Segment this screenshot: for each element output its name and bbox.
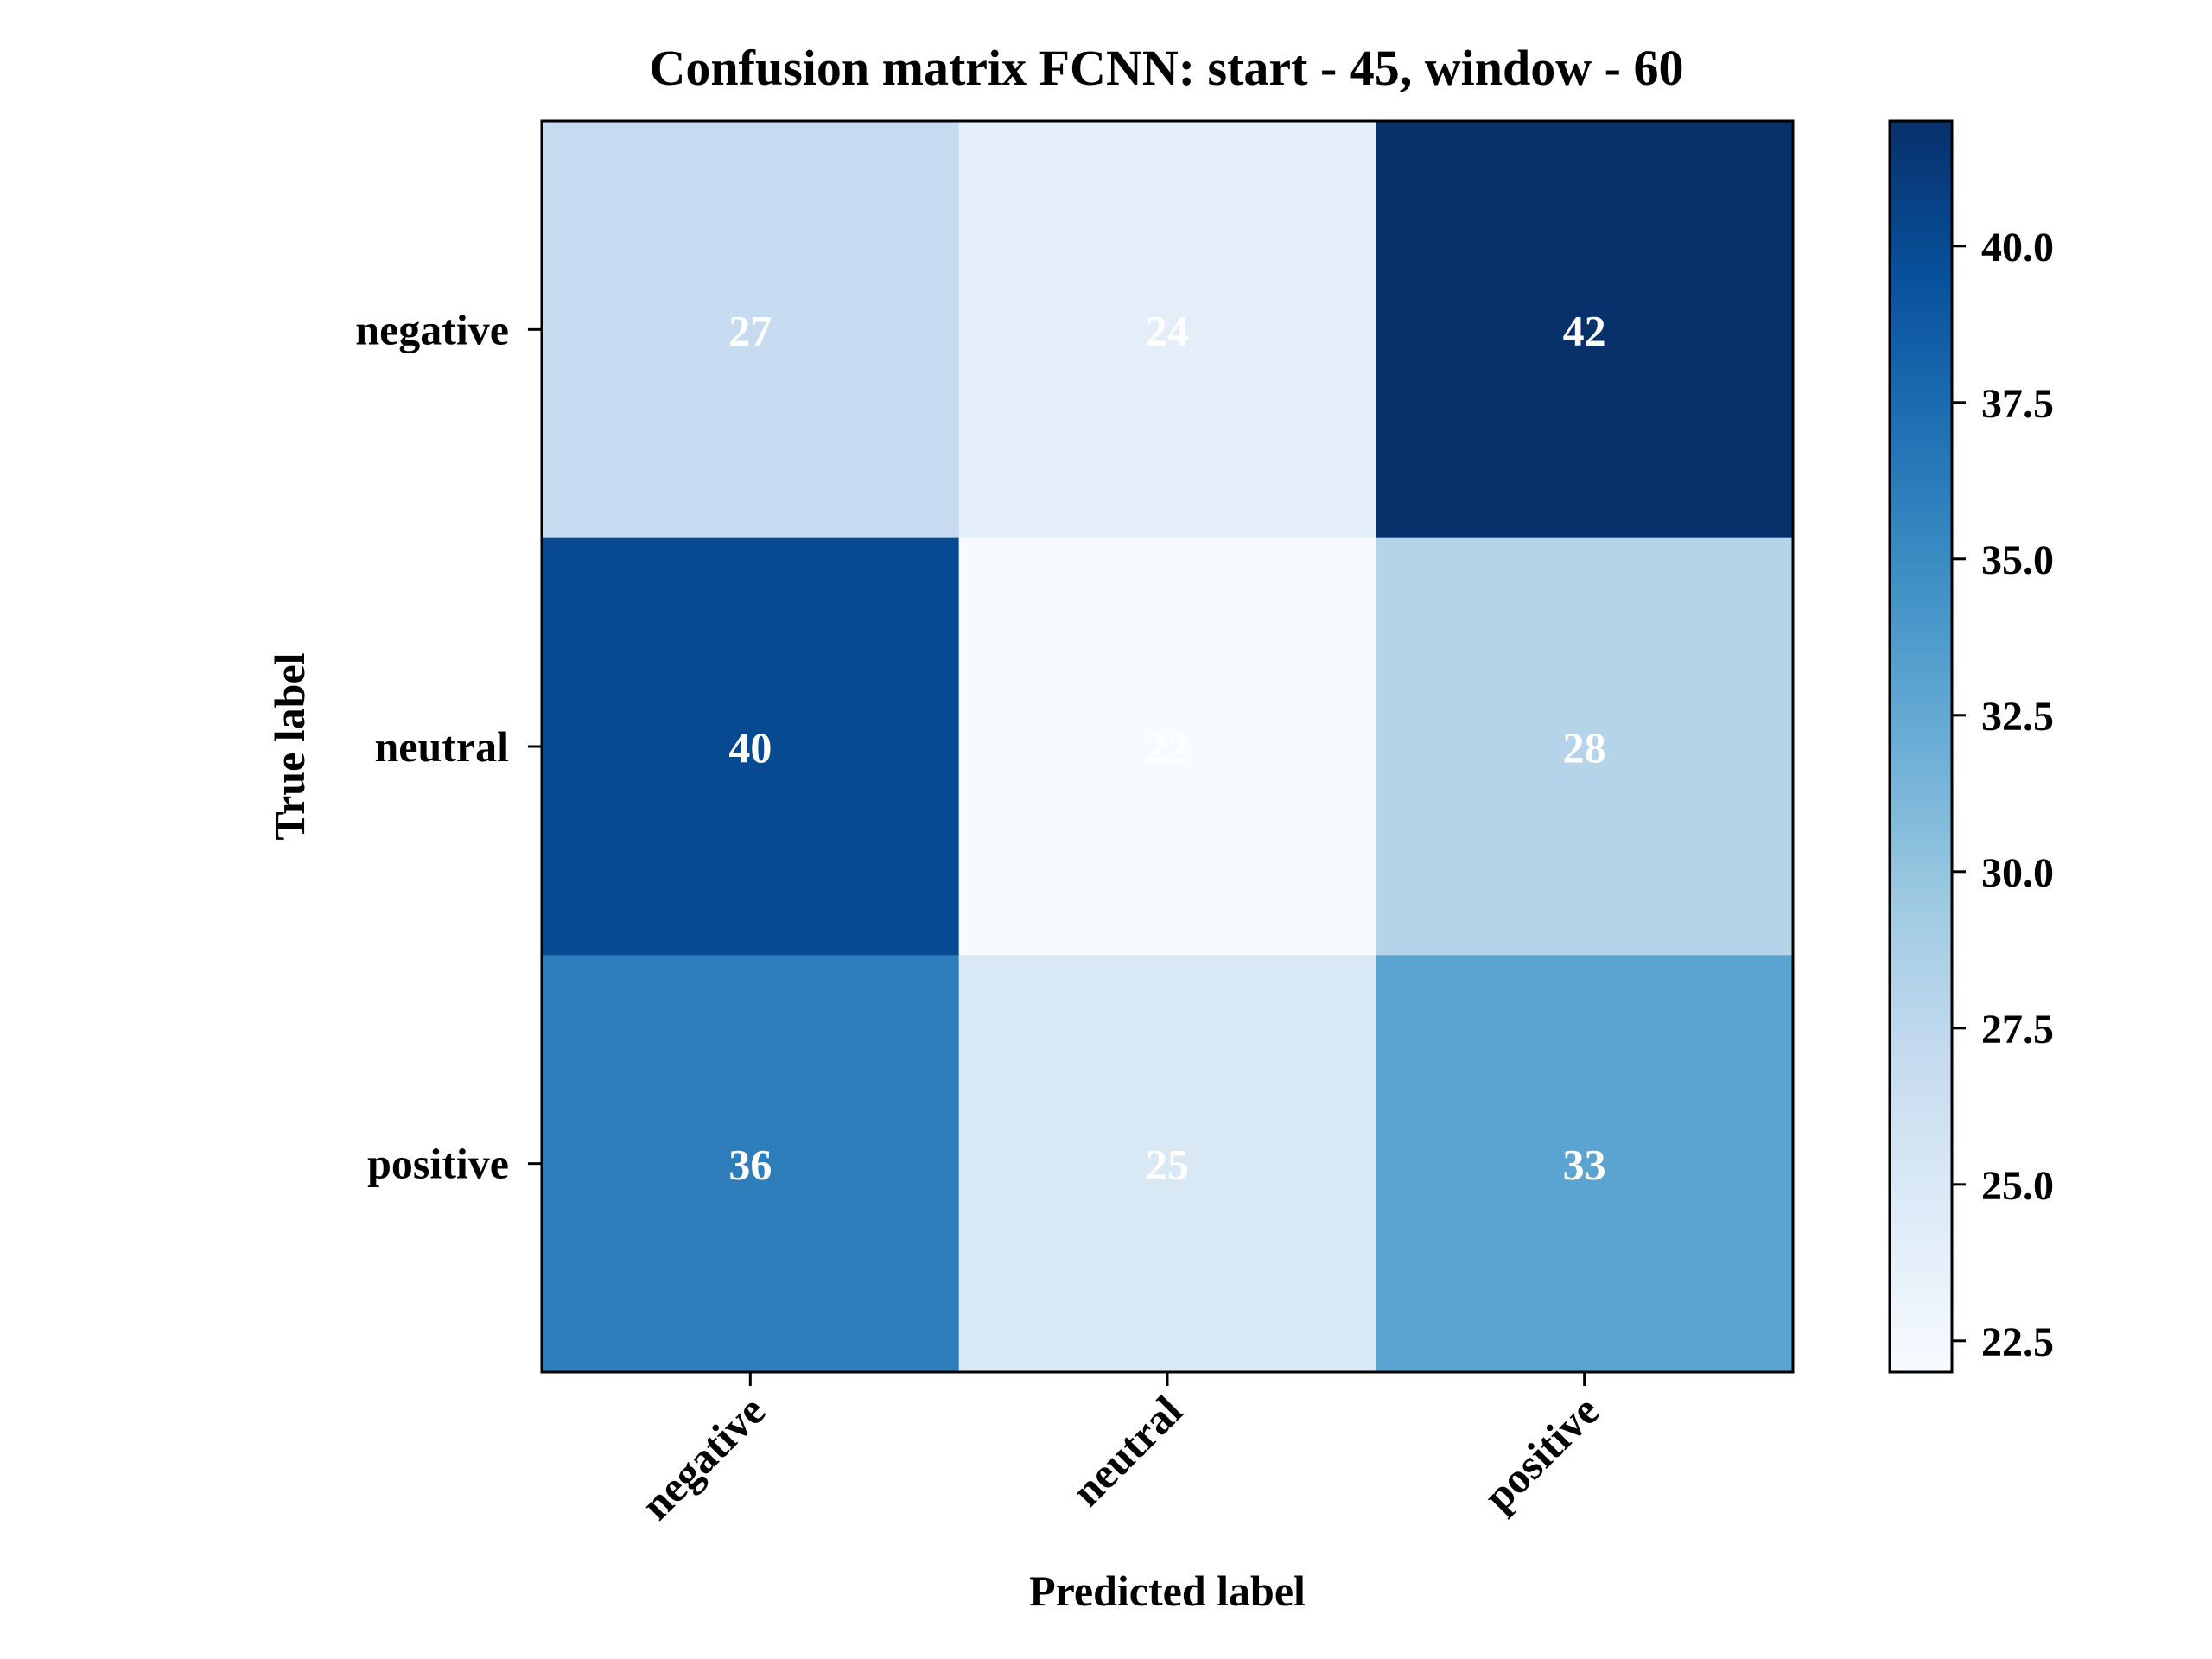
cell-value-label: 28 xyxy=(1563,723,1606,772)
y-tick-label: negative xyxy=(355,305,509,353)
heatmap-cell xyxy=(958,955,1376,1373)
heatmap-cell xyxy=(1376,537,1794,956)
colorbar-tick-label: 35.0 xyxy=(1981,537,2054,583)
colorbar-ticks: 22.5 25.0 27.5 30.0 32.5 35.0 37.5 40.0 xyxy=(1952,225,2054,1365)
colorbar-tick-label: 32.5 xyxy=(1981,694,2054,740)
heatmap-cell xyxy=(958,537,1376,956)
y-axis: negative neutral positive xyxy=(355,305,542,1188)
x-axis: negative neutral positive xyxy=(632,1372,1608,1529)
heatmap-cells: 27 24 42 40 22 28 36 25 33 xyxy=(542,121,1794,1373)
cell-value-label: 25 xyxy=(1146,1141,1189,1189)
cell-value-label: 42 xyxy=(1563,306,1606,354)
colorbar-gradient xyxy=(1890,121,1952,1372)
x-tick-label: negative xyxy=(632,1386,774,1529)
colorbar-frame xyxy=(1888,119,1954,1374)
heatmap-cell xyxy=(542,955,960,1373)
heatmap-cell xyxy=(1376,955,1794,1373)
colorbar-tick-label: 37.5 xyxy=(1981,381,2054,427)
colorbar-tick-label: 30.0 xyxy=(1981,850,2054,896)
y-tick-label: neutral xyxy=(374,722,509,771)
colorbar-tick-label: 27.5 xyxy=(1981,1007,2054,1052)
x-axis-label: Predicted label xyxy=(1029,1567,1306,1615)
heatmap-cell xyxy=(958,121,1376,539)
x-tick-label: positive xyxy=(1474,1386,1608,1520)
chart-title: Confusion matrix FCNN: start - 45, windo… xyxy=(649,40,1683,96)
cell-value-label: 22 xyxy=(1146,723,1189,772)
colorbar: 22.5 25.0 27.5 30.0 32.5 35.0 37.5 40.0 xyxy=(1888,119,2054,1374)
x-tick-label: neutral xyxy=(1062,1386,1192,1516)
colorbar-tick-label: 25.0 xyxy=(1981,1163,2054,1209)
heatmap-cell xyxy=(542,537,960,956)
colorbar-tick-label: 22.5 xyxy=(1981,1319,2054,1365)
y-tick-label: positive xyxy=(367,1140,509,1188)
y-axis-label: True label xyxy=(265,652,314,840)
heatmap-cell xyxy=(542,121,960,539)
colorbar-tick-label: 40.0 xyxy=(1981,225,2054,270)
cell-value-label: 36 xyxy=(728,1141,772,1189)
heatmap-cell xyxy=(1376,121,1794,539)
cell-value-label: 27 xyxy=(728,306,772,354)
cell-value-label: 24 xyxy=(1146,306,1189,354)
cell-value-label: 40 xyxy=(728,723,772,772)
cell-value-label: 33 xyxy=(1563,1141,1606,1189)
